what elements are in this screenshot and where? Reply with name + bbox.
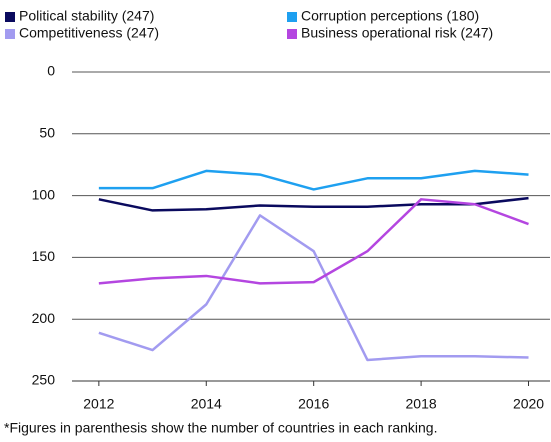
legend-swatch [5,12,15,22]
y-tick-label: 200 [32,310,56,326]
x-tick-label: 2012 [83,396,114,412]
footnote: *Figures in parenthesis show the number … [4,420,437,436]
legend-label: Political stability (247) [19,8,154,24]
x-tick-label: 2014 [191,396,222,412]
series-line [98,196,529,212]
series-line [98,214,529,362]
legend-label: Corruption perceptions (180) [301,8,479,24]
legend-label: Competitiveness (247) [19,25,159,41]
x-tick-label: 2018 [406,396,437,412]
x-tick-label: 2016 [298,396,329,412]
x-tick-label: 2020 [513,396,544,412]
y-tick-label: 50 [39,125,55,141]
y-tick-label: 0 [47,63,55,79]
y-tick-label: 100 [32,186,56,202]
legend-swatch [287,12,297,22]
series-line [98,169,529,191]
y-tick-label: 250 [32,372,56,388]
legend-label: Business operational risk (247) [301,25,493,41]
y-tick-label: 150 [32,248,56,264]
legend-swatch [287,29,297,39]
series-line [98,198,529,285]
legend-swatch [5,29,15,39]
